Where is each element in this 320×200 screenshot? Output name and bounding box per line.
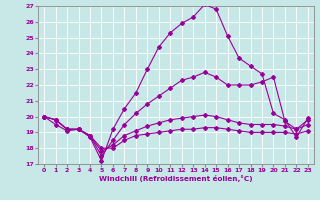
X-axis label: Windchill (Refroidissement éolien,°C): Windchill (Refroidissement éolien,°C) — [99, 175, 253, 182]
